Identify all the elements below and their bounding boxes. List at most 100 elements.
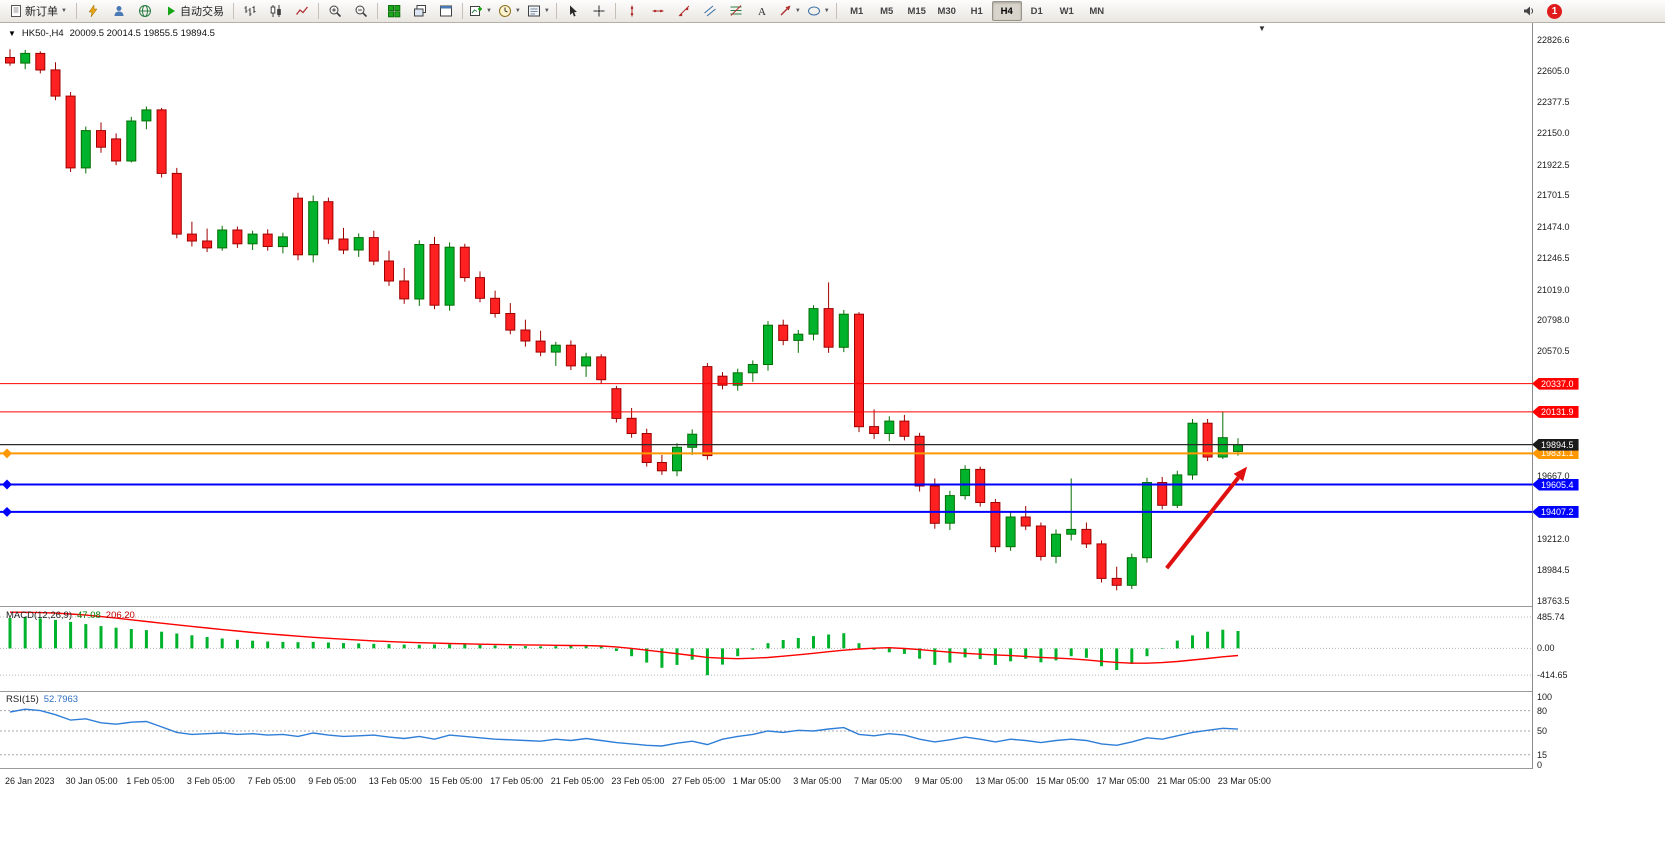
tile-windows-icon <box>387 4 401 18</box>
candles-icon <box>269 4 283 18</box>
tile-windows-button[interactable] <box>381 0 407 22</box>
macd-signal-line <box>9 611 1239 664</box>
play-icon <box>164 4 178 18</box>
timeframe-button-mn[interactable]: MN <box>1089 5 1105 17</box>
template-icon <box>527 4 541 18</box>
price-tick-label: 19667.0 <box>1537 471 1570 481</box>
timeframe-button-h1[interactable]: H1 <box>970 5 983 17</box>
chart-title: ▼ HK50-,H4 20009.5 20014.5 19855.5 19894… <box>8 28 215 39</box>
zoom-out-button[interactable] <box>348 0 374 22</box>
timeframe-group: M1 M5 M15 M30 H1 H4 D1 W1 MN <box>842 1 1112 21</box>
time-tick-label: 26 Jan 2023 <box>5 776 55 786</box>
crosshair-tool-button[interactable] <box>586 0 612 22</box>
person-icon <box>112 4 126 18</box>
candles-mode-button[interactable] <box>263 0 289 22</box>
timeframe-button-m5[interactable]: M5 <box>880 5 894 17</box>
chevron-down-icon: ▼ <box>485 8 492 14</box>
main-chart-panel[interactable] <box>0 23 1532 606</box>
time-tick-label: 1 Mar 05:00 <box>732 776 781 786</box>
chart-shift-marker-icon[interactable]: ▼ <box>1258 24 1266 33</box>
horizontal-line-19831.1[interactable] <box>0 448 1532 459</box>
bars-mode-button[interactable] <box>237 0 263 22</box>
autotrading-button[interactable]: 自动交易 <box>158 0 230 22</box>
time-axis[interactable]: 26 Jan 2023 30 Jan 05:00 1 Feb 05:00 3 Feb … <box>0 769 1665 795</box>
rsi-tick-label: 50 <box>1537 726 1548 736</box>
sound-button[interactable] <box>1516 0 1542 22</box>
periods-button[interactable]: ▼ <box>495 0 524 22</box>
price-tick-label: 22150.0 <box>1537 128 1570 139</box>
arrows-tool-button[interactable]: ▼ <box>775 0 804 22</box>
price-tick-label: 22826.6 <box>1537 35 1570 45</box>
line-mode-button[interactable] <box>289 0 315 22</box>
candlestick-chart[interactable] <box>0 23 1532 606</box>
price-tick-label: 19212.0 <box>1537 533 1570 544</box>
price-tick-label: 20798.0 <box>1537 315 1570 325</box>
panel-separator[interactable] <box>0 606 1665 607</box>
price-tick-label: 21019.0 <box>1537 284 1570 295</box>
trend-arrow[interactable] <box>1165 466 1248 570</box>
macd-histogram[interactable] <box>0 607 1532 691</box>
new-order-button[interactable]: 新订单 ▼ <box>3 0 73 22</box>
rsi-panel[interactable] <box>0 692 1532 768</box>
timeframe-button-h4[interactable]: H4 <box>991 1 1022 21</box>
arrow-tool-icon <box>778 4 792 18</box>
text-tool-button[interactable]: A <box>749 0 775 22</box>
zoom-in-button[interactable] <box>322 0 348 22</box>
time-tick-label: 27 Feb 05:00 <box>672 776 726 786</box>
horizontal-line-19605.4[interactable] <box>0 479 1532 490</box>
price-tick-label: 21922.5 <box>1537 159 1570 170</box>
macd-panel[interactable] <box>0 607 1532 691</box>
panel-separator[interactable] <box>0 768 1665 769</box>
time-tick-label: 15 Mar 05:00 <box>1035 776 1089 786</box>
time-tick-label: 13 Feb 05:00 <box>368 776 422 786</box>
toolbar-separator <box>317 3 319 19</box>
price-tick-label: 22605.0 <box>1537 65 1570 76</box>
cascade-windows-button[interactable] <box>407 0 433 22</box>
line-chart-icon <box>295 4 309 18</box>
horizontal-line-19407.2[interactable] <box>0 506 1532 517</box>
templates-button[interactable]: ▼ <box>524 0 553 22</box>
cursor-icon <box>566 4 580 18</box>
price-tick-label: 18984.5 <box>1537 565 1570 576</box>
panel-separator[interactable] <box>0 691 1665 692</box>
lightning-icon <box>86 4 100 18</box>
timeframe-button-m15[interactable]: M15 <box>907 5 926 17</box>
chevron-down-icon: ▼ <box>61 8 67 14</box>
horizontal-line-tool-button[interactable] <box>645 0 671 22</box>
price-axis[interactable]: 22826.6 22605.0 22377.5 22150.0 21922.5 21701… <box>1532 23 1665 770</box>
window-button[interactable] <box>433 0 459 22</box>
vertical-line-tool-button[interactable] <box>619 0 645 22</box>
rsi-chart[interactable] <box>0 692 1532 768</box>
chart-area[interactable]: ▼ HK50-,H4 20009.5 20014.5 19855.5 19894… <box>0 23 1665 842</box>
macd-tick-label: -414.65 <box>1537 670 1568 681</box>
profile-button[interactable] <box>106 0 132 22</box>
timeframe-button-d1[interactable]: D1 <box>1030 5 1043 17</box>
cursor-tool-button[interactable] <box>560 0 586 22</box>
trendline-tool-button[interactable] <box>671 0 697 22</box>
shapes-tool-button[interactable]: ▼ <box>804 0 833 22</box>
price-tick-label: 20570.5 <box>1537 346 1570 357</box>
vline-icon <box>625 4 639 18</box>
fibonacci-tool-button[interactable] <box>723 0 749 22</box>
crosshair-icon <box>592 4 606 18</box>
timeframe-button-m30[interactable]: M30 <box>937 5 956 17</box>
toolbar-separator <box>232 3 234 19</box>
notification-badge[interactable]: 1 <box>1547 3 1562 19</box>
channel-tool-button[interactable] <box>697 0 723 22</box>
time-tick-label: 9 Mar 05:00 <box>914 776 963 786</box>
new-chart-button[interactable]: ▼ <box>466 0 495 22</box>
zoom-out-icon <box>354 4 368 18</box>
macd-tick-label: 485.74 <box>1537 612 1565 622</box>
timeframe-button-m1[interactable]: M1 <box>850 5 864 17</box>
price-tag: 19605.4 <box>1532 478 1579 491</box>
market-button[interactable] <box>132 0 158 22</box>
one-click-trading-arrow-icon[interactable]: ▼ <box>8 29 16 38</box>
toolbar-separator <box>376 3 378 19</box>
time-tick-label: 7 Feb 05:00 <box>247 776 296 786</box>
timeframe-button-w1[interactable]: W1 <box>1059 5 1074 17</box>
speaker-icon <box>1522 4 1536 18</box>
rsi-indicator-label: RSI(15) 52.7963 <box>6 694 78 705</box>
new-chart-icon <box>469 4 483 18</box>
macd-signal-value: 206.20 <box>105 610 135 621</box>
mql5-community-button[interactable] <box>80 0 106 22</box>
